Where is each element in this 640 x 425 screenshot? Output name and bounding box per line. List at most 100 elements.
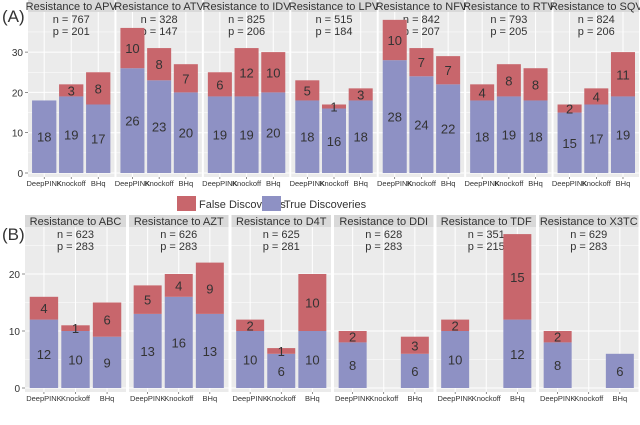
y-tick-label: 0 (17, 169, 23, 180)
bar-label-true: 10 (68, 353, 82, 368)
bar-label-false: 10 (125, 41, 139, 56)
bar-label-false: 3 (68, 83, 75, 98)
bar-false-discoveries (147, 48, 172, 81)
facet-n: n = 793 (490, 14, 527, 26)
bar-false-discoveries (29, 296, 59, 320)
bar-label-true: 13 (140, 344, 154, 359)
facet-n: n = 515 (315, 14, 352, 26)
x-tick-label: BHq (305, 394, 320, 403)
bar-true-discoveries (236, 331, 265, 388)
bar-label-true: 19 (239, 128, 253, 143)
bar-true-discoveries (59, 96, 84, 173)
facet-p: p = 147 (141, 26, 178, 38)
bar-true-discoveries (543, 342, 572, 388)
x-tick-label: DeepPINK (115, 179, 150, 188)
y-tick-label: 10 (9, 327, 21, 338)
y-tick-label: 10 (12, 129, 24, 140)
y-tick-label: 20 (12, 88, 24, 99)
facet-n: n = 824 (578, 14, 615, 26)
bar-true-discoveries (32, 100, 57, 173)
bar-label-false: 7 (418, 55, 425, 70)
bar-label-false: 7 (445, 63, 452, 78)
facet-title: Resistance to AZT (134, 216, 224, 228)
bar-label-false: 8 (95, 81, 102, 96)
bar-label-true: 18 (353, 130, 367, 145)
bar-label-true: 6 (278, 364, 285, 379)
facet-n: n = 623 (57, 229, 94, 241)
bar-true-discoveries (86, 104, 111, 173)
bar-label-true: 17 (589, 132, 603, 147)
bar-true-discoveries (207, 96, 232, 173)
bar-true-discoveries (133, 313, 162, 388)
bar-true-discoveries (382, 60, 407, 173)
bar-true-discoveries (61, 331, 90, 388)
bar-label-true: 18 (528, 130, 542, 145)
bar-label-false: 10 (305, 296, 319, 311)
facet-strip (436, 215, 536, 227)
bar-true-discoveries (605, 353, 634, 388)
x-tick-label: Knockoff (407, 179, 437, 188)
facet-title: Resistance to RTV (463, 1, 555, 13)
facet-p: p = 206 (228, 26, 265, 38)
facet-title: Resistance to LPV (289, 1, 380, 13)
facet-strip (553, 0, 639, 12)
facet-title: Resistance to ABC (30, 216, 122, 228)
x-tick-label: Knockoff (319, 179, 349, 188)
facet-title: Resistance to APV (26, 1, 118, 13)
facet-n: n = 351 (468, 229, 505, 241)
bar-false-discoveries (584, 88, 609, 105)
bar-label-true: 23 (152, 120, 166, 135)
facet-p: p = 184 (315, 26, 352, 38)
bar-false-discoveries (59, 84, 84, 97)
bar-true-discoveries (523, 100, 548, 173)
bar-label-true: 16 (172, 335, 186, 350)
x-tick-label: Knockoff (472, 394, 502, 403)
facet-title: Resistance to D4T (236, 216, 327, 228)
x-tick-label: Knockoff (232, 179, 262, 188)
x-tick-label: DeepPINK (26, 394, 61, 403)
facet-p: p = 281 (263, 241, 300, 253)
facet-p: p = 201 (53, 26, 90, 38)
bar-false-discoveries (436, 56, 461, 85)
bar-true-discoveries (295, 100, 320, 173)
bar-label-false: 8 (156, 57, 163, 72)
bar-label-true: 20 (266, 126, 280, 141)
x-tick-label: DeepPINK (552, 179, 587, 188)
bar-false-discoveries (195, 262, 224, 314)
bar-label-true: 18 (300, 130, 314, 145)
bar-false-discoveries (120, 27, 145, 69)
x-tick-label: DeepPINK (130, 394, 165, 403)
facet-n: n = 629 (570, 229, 607, 241)
x-tick-label: Knockoff (574, 394, 604, 403)
bar-true-discoveries (584, 104, 609, 173)
bar-false-discoveries (523, 68, 548, 101)
bar-label-false: 6 (103, 313, 110, 328)
bar-label-true: 6 (616, 364, 623, 379)
bar-label-false: 8 (532, 77, 539, 92)
bar-false-discoveries (86, 72, 111, 105)
bar-true-discoveries (400, 353, 429, 388)
facet-strip (291, 0, 377, 12)
bar-false-discoveries (234, 48, 259, 97)
facet-title: Resistance to SQV (550, 1, 640, 13)
bar-false-discoveries (207, 72, 232, 97)
bar-true-discoveries (147, 80, 172, 173)
bar-true-discoveries (29, 319, 59, 388)
facet-p: p = 206 (578, 26, 615, 38)
bar-label-true: 13 (203, 344, 217, 359)
x-tick-label: DeepPINK (232, 394, 267, 403)
bar-true-discoveries (496, 96, 521, 173)
bar-false-discoveries (557, 104, 582, 113)
x-tick-label: BHq (100, 394, 115, 403)
bar-true-discoveries (436, 84, 461, 173)
facet-strip (116, 0, 202, 12)
x-tick-label: DeepPINK (377, 179, 412, 188)
facet-n: n = 628 (365, 229, 402, 241)
